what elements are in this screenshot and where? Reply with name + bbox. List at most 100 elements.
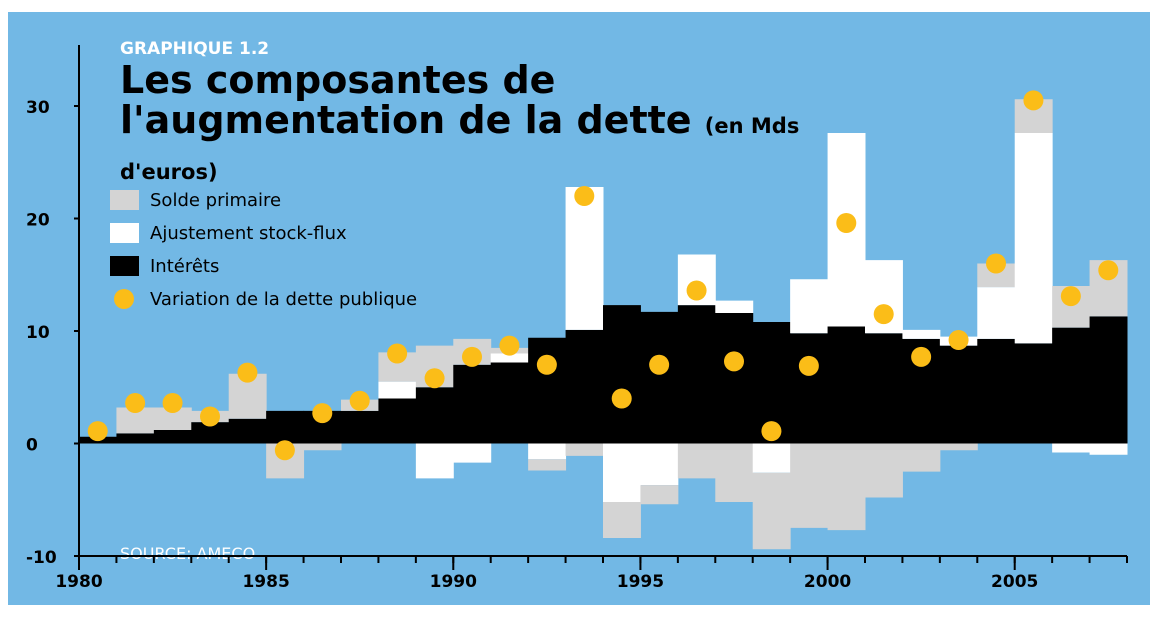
legend-swatch [114, 289, 134, 309]
bar-segment [790, 279, 829, 334]
legend-label: Solde primaire [150, 190, 281, 211]
bar-segment [378, 381, 417, 399]
y-tick-label: 30 [26, 98, 50, 118]
bar-segment [1052, 327, 1091, 444]
data-point [724, 351, 744, 372]
bar-segment [415, 387, 454, 444]
bar-segment [790, 443, 829, 528]
bar-segment [378, 398, 417, 444]
data-point [911, 346, 932, 367]
data-point [761, 421, 782, 442]
bar-segment [677, 305, 716, 444]
legend-swatch [110, 223, 139, 243]
chart-title: Les composantes de l'augmentation de la … [120, 58, 692, 142]
bar-segment [228, 418, 267, 444]
data-point [125, 393, 146, 413]
bar-segment [640, 443, 679, 486]
data-point [798, 355, 819, 376]
data-point [836, 213, 857, 233]
bar-segment [977, 287, 1016, 339]
legend-swatch [110, 256, 139, 276]
bar-segment [715, 313, 754, 444]
data-point [948, 330, 969, 350]
bar-segment [603, 443, 641, 502]
chart-subtitle: (en Mds d'euros) [120, 114, 800, 184]
bar-segment [565, 443, 604, 456]
bar-segment [191, 422, 230, 444]
data-point [649, 354, 670, 375]
bar-segment [939, 345, 978, 444]
legend-label: Ajustement stock-flux [150, 223, 347, 244]
data-point [873, 304, 894, 325]
bar-segment [977, 263, 1016, 288]
bar-segment [715, 300, 754, 313]
bar-segment [266, 410, 305, 444]
bar-segment [603, 305, 641, 444]
data-point [387, 343, 408, 364]
bar-segment [752, 443, 791, 473]
bar-segment [1052, 443, 1091, 453]
data-point [986, 253, 1006, 274]
bar-segment [677, 443, 716, 479]
data-point [574, 186, 595, 206]
data-point [162, 393, 183, 413]
x-tick-label: 1995 [617, 572, 664, 592]
x-tick-label: 1980 [55, 572, 102, 592]
x-tick-label: 2005 [991, 572, 1038, 592]
data-point [686, 280, 707, 301]
bar-segment [752, 472, 791, 550]
bar-segment [790, 333, 829, 444]
x-tick-label: 1985 [242, 572, 289, 592]
bar-segment [977, 338, 1016, 444]
bar-segment [490, 353, 529, 363]
chart-label: GRAPHIQUE 1.2 [120, 39, 270, 59]
bar-segment [1014, 343, 1053, 444]
bar-segment [902, 443, 941, 472]
bar-segment [640, 311, 679, 444]
y-tick-label: 0 [26, 436, 38, 456]
bar-segment [827, 443, 866, 531]
x-tick-label: 2000 [804, 572, 851, 592]
data-point [1098, 260, 1119, 281]
bar-segment [303, 443, 342, 451]
bar-segment [1089, 443, 1128, 455]
bar-segment [116, 433, 155, 444]
data-point [536, 354, 557, 375]
data-point [200, 406, 220, 427]
data-point [424, 368, 445, 389]
bar-segment [1089, 316, 1128, 444]
data-point [237, 362, 258, 383]
chart-title-block: Les composantes de l'augmentation de la … [120, 60, 860, 192]
data-point [1060, 286, 1081, 307]
data-point [611, 388, 632, 409]
bar-segment [640, 485, 679, 505]
bar-segment [453, 364, 492, 444]
data-point [499, 335, 520, 356]
bar-segment [902, 329, 941, 339]
y-tick-label: 20 [26, 211, 50, 231]
bar-segment [827, 326, 866, 444]
x-tick-label: 1990 [430, 572, 477, 592]
y-tick-label: 10 [26, 323, 50, 343]
bar-segment [1014, 133, 1053, 344]
legend-swatch [110, 190, 139, 210]
bar-segment [865, 333, 903, 444]
bar-segment [153, 407, 192, 430]
data-point [274, 440, 295, 461]
bar-segment [565, 329, 604, 444]
panel: GRAPHIQUE 1.2 Les composantes de l'augme… [8, 12, 1150, 605]
data-point [87, 421, 108, 442]
data-point [349, 390, 370, 411]
bar-segment [415, 443, 454, 479]
data-point [1023, 90, 1044, 111]
legend-label: Intérêts [150, 256, 219, 277]
bar-segment [528, 337, 567, 444]
y-tick-label: -10 [26, 548, 57, 568]
bar-segment [528, 443, 567, 460]
bar-segment [603, 502, 641, 538]
data-point [312, 403, 333, 424]
bar-segment [565, 187, 604, 330]
bar-segment [490, 362, 529, 444]
